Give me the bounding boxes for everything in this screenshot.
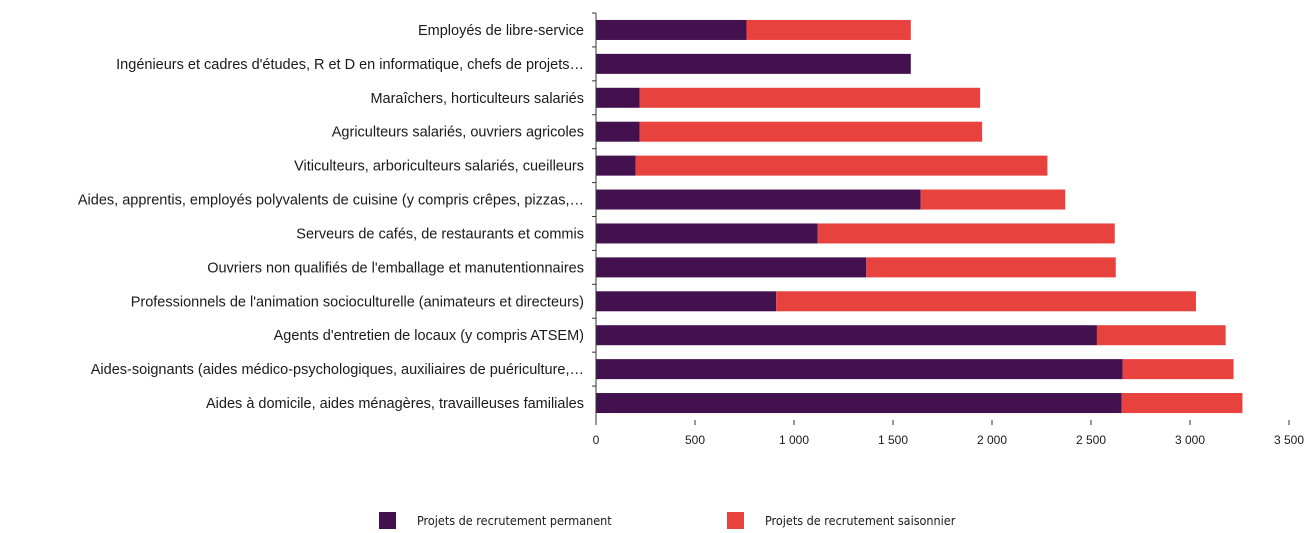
- stacked-bar-chart: Employés de libre-service Ingénieurs et c…: [78, 12, 1304, 447]
- bar-permanent-5: [596, 189, 921, 210]
- legend-swatch-saisonnier: [727, 512, 744, 529]
- legend-label-saisonnier: Projets de recrutement saisonnier: [765, 513, 956, 528]
- bar-permanent-9: [596, 325, 1097, 346]
- bar-permanent-4: [596, 155, 636, 176]
- bar-saisonnier-8: [776, 291, 1196, 312]
- category-labels: Employés de libre-service Ingénieurs et c…: [78, 12, 596, 412]
- bar-saisonnier-4: [635, 155, 1048, 176]
- bar-saisonnier-6: [817, 223, 1115, 244]
- legend-item-permanent: Projets de recrutement permanent: [379, 512, 612, 529]
- x-tick-label-6: 3 000: [1175, 433, 1205, 447]
- category-label-2: Maraîchers, horticulteurs salariés: [370, 91, 584, 107]
- bar-permanent-11: [596, 393, 1122, 414]
- category-label-0: Employés de libre-service: [418, 23, 584, 39]
- category-label-6: Serveurs de cafés, de restaurants et com…: [296, 226, 584, 242]
- bar-saisonnier-2: [639, 87, 981, 108]
- x-tick-label-5: 2 500: [1076, 433, 1106, 447]
- category-label-11: Aides à domicile, aides ménagères, trava…: [206, 396, 584, 412]
- category-label-5: Aides, apprentis, employés polyvalents d…: [78, 193, 584, 209]
- bar-saisonnier-3: [639, 121, 983, 142]
- x-tick-label-7: 3 500: [1274, 433, 1304, 447]
- x-axis: 0 500 1 000 1 500 2 000 2 500 3 000 3 500: [593, 420, 1304, 447]
- category-label-4: Viticulteurs, arboriculteurs salariés, c…: [294, 159, 584, 175]
- bar-permanent-3: [596, 121, 640, 142]
- category-label-3: Agriculteurs salariés, ouvriers agricole…: [332, 125, 584, 141]
- bar-permanent-8: [596, 291, 777, 312]
- bar-saisonnier-5: [920, 189, 1066, 210]
- bar-permanent-0: [596, 19, 747, 40]
- bar-saisonnier-0: [746, 19, 911, 40]
- category-label-1: Ingénieurs et cadres d'études, R et D en…: [116, 57, 584, 73]
- bars-layer: [596, 19, 1243, 414]
- x-tick-label-1: 500: [685, 433, 705, 447]
- x-tick-label-2: 1 000: [779, 433, 809, 447]
- x-tick-label-3: 1 500: [878, 433, 908, 447]
- x-tick-label-4: 2 000: [977, 433, 1007, 447]
- x-tick-label-0: 0: [593, 433, 600, 447]
- bar-permanent-6: [596, 223, 818, 244]
- bar-permanent-1: [596, 53, 911, 74]
- category-label-7: Ouvriers non qualifiés de l'emballage et…: [207, 260, 584, 276]
- bar-saisonnier-9: [1096, 325, 1226, 346]
- bar-saisonnier-11: [1121, 393, 1243, 414]
- category-label-10: Aides-soignants (aides médico-psychologi…: [91, 362, 584, 378]
- bar-permanent-2: [596, 87, 640, 108]
- legend-swatch-permanent: [379, 512, 396, 529]
- legend-item-saisonnier: Projets de recrutement saisonnier: [727, 512, 955, 529]
- bar-saisonnier-7: [866, 257, 1116, 278]
- category-label-8: Professionnels de l'animation sociocultu…: [131, 294, 584, 310]
- bar-permanent-10: [596, 359, 1123, 380]
- bar-saisonnier-10: [1122, 359, 1234, 380]
- category-label-9: Agents d'entretien de locaux (y compris …: [274, 328, 584, 344]
- legend-label-permanent: Projets de recrutement permanent: [417, 513, 612, 528]
- bar-permanent-7: [596, 257, 867, 278]
